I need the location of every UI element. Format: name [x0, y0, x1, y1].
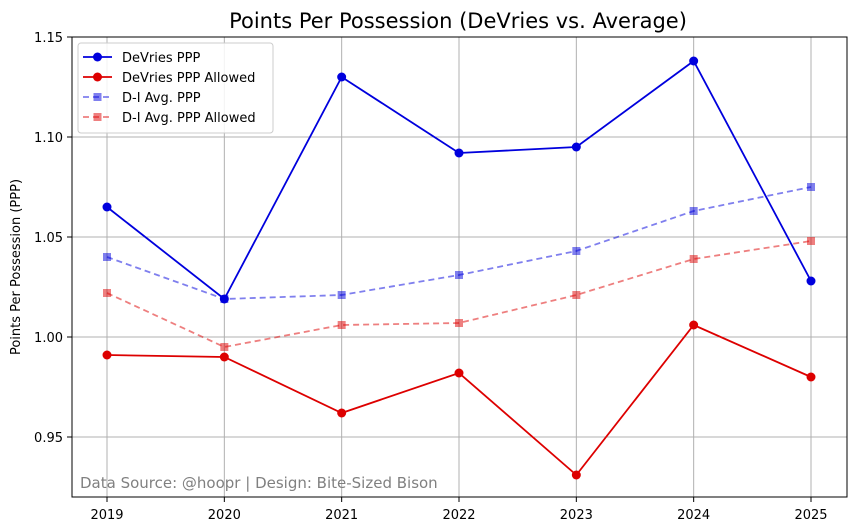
series-2 [103, 183, 815, 303]
data-point [689, 320, 699, 330]
legend-label: DeVries PPP [122, 51, 200, 66]
y-axis-label: Points Per Possession (PPP) [9, 179, 24, 355]
y-tick-label: 1.10 [34, 131, 63, 146]
data-point [102, 350, 112, 360]
x-tick-label: 2021 [325, 508, 358, 523]
legend-marker [93, 72, 102, 82]
data-point [807, 183, 815, 191]
data-point [337, 321, 346, 329]
legend-entry: DeVries PPP [83, 51, 200, 66]
series-3 [103, 237, 815, 351]
y-tick-label: 1.00 [34, 331, 63, 346]
series-layer [102, 56, 816, 480]
data-point [572, 291, 581, 299]
legend-label: D-I Avg. PPP Allowed [122, 111, 256, 126]
data-point [689, 207, 698, 215]
y-tick-label: 1.15 [34, 31, 63, 46]
legend-marker [93, 113, 102, 121]
x-tick-label: 2020 [208, 508, 241, 523]
data-point [807, 237, 815, 245]
legend-entry: D-I Avg. PPP Allowed [83, 111, 256, 126]
data-point [689, 56, 699, 66]
data-point [103, 289, 111, 297]
axes: 2019 2020 2021 2022 2023 2024 2025 0.95 1.00 1.05… [34, 31, 828, 523]
legend-entry: D-I Avg. PPP [83, 91, 201, 106]
data-point [220, 343, 229, 351]
data-point [454, 368, 464, 378]
data-point [571, 142, 581, 152]
data-point [572, 247, 581, 255]
data-point [337, 291, 346, 299]
data-point [455, 319, 463, 327]
data-point [103, 253, 111, 261]
data-point [220, 295, 229, 303]
x-tick-label: 2019 [90, 508, 123, 523]
legend-marker [93, 93, 102, 101]
data-point [806, 276, 816, 286]
series-1 [102, 320, 816, 480]
x-tick-label: 2025 [794, 508, 827, 523]
y-tick-label: 1.05 [34, 231, 63, 246]
legend-marker [93, 52, 102, 62]
data-point [454, 148, 464, 158]
data-point [337, 72, 347, 82]
x-tick-label: 2024 [677, 508, 710, 523]
legend-entry: DeVries PPP Allowed [83, 71, 255, 86]
data-point [455, 271, 463, 279]
data-point [219, 352, 229, 362]
legend-label: D-I Avg. PPP [122, 91, 201, 106]
data-point [689, 255, 698, 263]
legend-box [77, 42, 274, 134]
data-point [337, 408, 347, 418]
legend-label: DeVries PPP Allowed [122, 71, 255, 86]
x-tick-label: 2022 [442, 508, 475, 523]
data-point [571, 470, 581, 480]
data-point [806, 372, 816, 382]
y-tick-label: 0.95 [34, 431, 63, 446]
data-source-annotation: Data Source: @hoopr | Design: Bite-Sized… [80, 474, 438, 492]
legend: DeVries PPP DeVries PPP Allowed D-I Avg. P… [77, 42, 274, 134]
x-tick-label: 2023 [560, 508, 593, 523]
chart-title: Points Per Possession (DeVries vs. Avera… [229, 9, 687, 33]
data-point [102, 202, 112, 212]
